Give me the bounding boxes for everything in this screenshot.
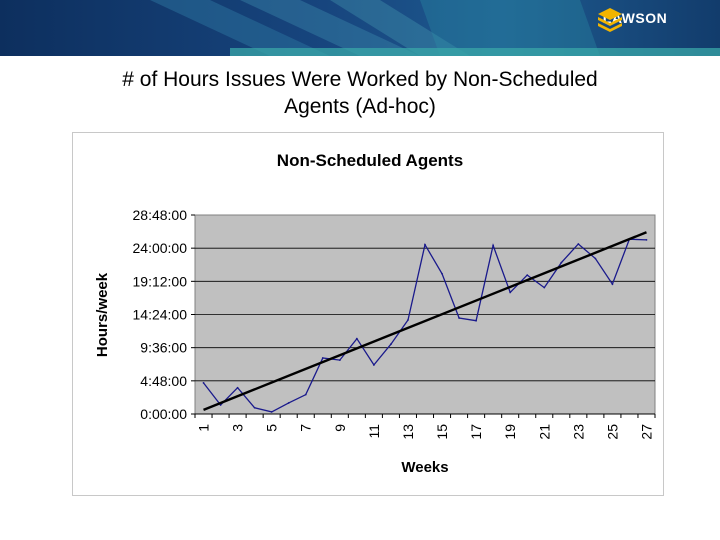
y-tick-label: 4:48:00 bbox=[140, 373, 187, 389]
data-point bbox=[526, 274, 529, 277]
slide-title-line-2: Agents (Ad-hoc) bbox=[284, 95, 436, 118]
data-point bbox=[441, 272, 443, 275]
data-point bbox=[321, 357, 324, 359]
stacked-chevrons-icon bbox=[598, 8, 622, 32]
banner-stripes bbox=[150, 0, 720, 56]
x-tick-label: 21 bbox=[536, 424, 552, 440]
data-point bbox=[236, 386, 239, 389]
y-tick-label: 24:00:00 bbox=[133, 240, 188, 256]
x-tick-label: 19 bbox=[502, 424, 518, 440]
line-chart: Non-Scheduled Agents 0:00:00 4:48:00 9:36:… bbox=[94, 151, 656, 476]
x-axis-label: Weeks bbox=[401, 459, 448, 476]
header-banner: LAWSON bbox=[0, 0, 720, 56]
x-tick-label: 5 bbox=[264, 424, 280, 432]
x-tick-label: 1 bbox=[196, 424, 212, 432]
x-tick-label: 15 bbox=[434, 424, 450, 440]
data-point bbox=[219, 404, 222, 406]
y-tick-label: 28:48:00 bbox=[133, 207, 188, 223]
x-tick-label: 23 bbox=[570, 424, 586, 440]
data-point bbox=[611, 283, 614, 285]
y-tick-label: 9:36:00 bbox=[140, 340, 187, 356]
data-point bbox=[304, 393, 307, 396]
x-tick-label: 7 bbox=[298, 424, 314, 432]
chart-frame: Non-Scheduled Agents 0:00:00 4:48:00 9:36:… bbox=[72, 132, 664, 496]
slide-title: # of Hours Issues Were Worked by Non-Sch… bbox=[40, 66, 680, 120]
data-point bbox=[492, 244, 495, 247]
x-tick-label: 3 bbox=[230, 424, 246, 432]
x-tick-label: 9 bbox=[332, 424, 348, 432]
data-point bbox=[475, 319, 478, 322]
data-point bbox=[287, 402, 290, 404]
x-tick-label: 13 bbox=[400, 424, 416, 440]
y-tick-label: 14:24:00 bbox=[133, 307, 188, 323]
data-point bbox=[543, 286, 546, 289]
data-point bbox=[338, 359, 341, 362]
x-tick-label: 27 bbox=[638, 424, 654, 440]
data-point bbox=[270, 411, 273, 413]
data-point bbox=[372, 364, 375, 366]
chart-title: Non-Scheduled Agents bbox=[277, 151, 463, 170]
data-point bbox=[390, 343, 392, 346]
x-tick-label: 25 bbox=[604, 424, 620, 440]
data-point bbox=[424, 243, 426, 246]
y-axis-label: Hours/week bbox=[94, 272, 111, 357]
data-point bbox=[202, 382, 205, 384]
data-point bbox=[407, 319, 409, 321]
data-point bbox=[458, 317, 460, 319]
data-point bbox=[253, 406, 256, 409]
trend-line bbox=[203, 231, 647, 411]
x-tick-label: 17 bbox=[468, 424, 484, 440]
data-point bbox=[577, 243, 580, 245]
data-point bbox=[645, 238, 648, 241]
data-point bbox=[594, 257, 597, 260]
y-tick-label: 19:12:00 bbox=[133, 273, 188, 289]
data-point bbox=[560, 261, 563, 264]
data-point bbox=[509, 291, 512, 294]
data-point bbox=[355, 337, 358, 340]
plot-area: 0:00:00 4:48:00 9:36:00 14:24:00 19:12:00 24:… bbox=[133, 207, 656, 440]
x-tick-label: 11 bbox=[366, 424, 382, 439]
lawson-logo: LAWSON bbox=[590, 8, 680, 32]
y-tick-label: 0:00:00 bbox=[140, 406, 187, 422]
slide-title-line-1: # of Hours Issues Were Worked by Non-Sch… bbox=[122, 68, 598, 91]
